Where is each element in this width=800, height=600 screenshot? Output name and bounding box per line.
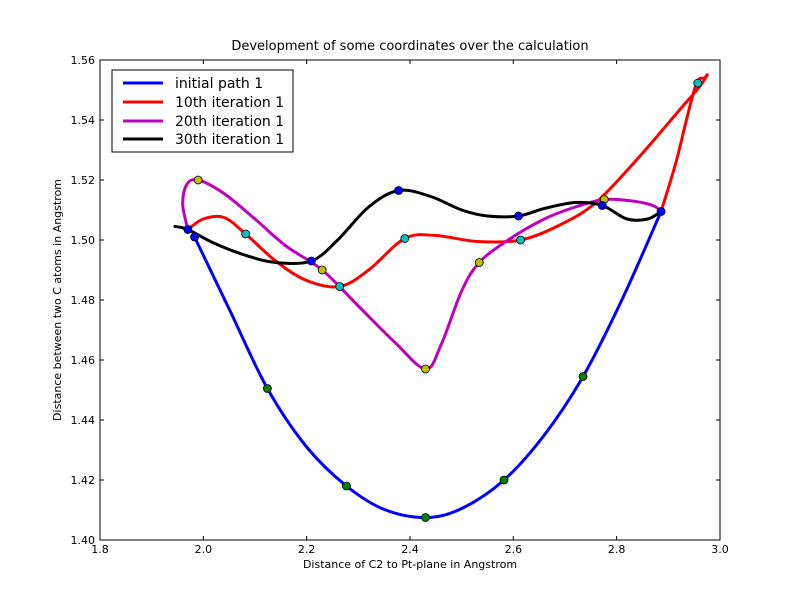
data-point [597, 201, 607, 210]
data-point [306, 256, 316, 266]
x-tick-label: 2.6 [505, 543, 523, 556]
data-point [400, 234, 410, 243]
marker-layer [183, 78, 703, 522]
y-tick-label: 1.40 [71, 534, 96, 547]
data-point [262, 384, 272, 393]
data-point [335, 282, 345, 291]
legend-entry: 10th iteration 1 [123, 95, 284, 111]
tick-layer: 1.8 2.0 2.2 2.4 2.6 2.8 3.0 1.40 1.42 1.44 1.46 1.4… [71, 54, 729, 556]
chart-title: Development of some coordinates over the… [231, 39, 588, 54]
data-point [499, 475, 509, 485]
data-point [190, 232, 199, 242]
data-point [342, 481, 351, 491]
legend-label: initial path 1 [175, 76, 263, 92]
x-axis-label: Distance of C2 to Pt-plane in Angstrom [303, 558, 517, 571]
x-tick-label: 2.2 [298, 543, 316, 556]
data-point [474, 258, 484, 267]
data-point [193, 175, 203, 185]
y-tick-label: 1.52 [71, 174, 96, 187]
legend: initial path 1 10th iteration 1 20th ite… [111, 69, 294, 153]
data-point [421, 364, 430, 374]
legend-label: 30th iteration 1 [175, 132, 284, 148]
legend-label: 20th iteration 1 [175, 114, 284, 130]
x-tick-label: 2.4 [401, 543, 419, 556]
y-tick-label: 1.50 [71, 234, 96, 247]
data-point [183, 225, 193, 234]
legend-entry: initial path 1 [123, 76, 263, 92]
data-point [421, 513, 430, 522]
legend-entry: 20th iteration 1 [123, 114, 284, 130]
x-tick-label: 2.0 [195, 543, 213, 556]
legend-entry: 30th iteration 1 [123, 132, 284, 148]
y-tick-label: 1.54 [71, 114, 96, 127]
data-point [241, 229, 251, 239]
data-point [693, 78, 703, 88]
y-axis-label: Distance between two C atoms in Angstrom [51, 179, 64, 421]
x-tick-label: 3.0 [711, 543, 729, 556]
data-point [317, 265, 327, 275]
x-tick-label: 2.8 [608, 543, 626, 556]
y-tick-label: 1.48 [71, 294, 96, 307]
y-tick-label: 1.44 [71, 414, 96, 427]
data-point [516, 235, 525, 245]
data-point [656, 207, 666, 216]
data-point [514, 211, 523, 221]
y-tick-label: 1.42 [71, 474, 96, 487]
legend-label: 10th iteration 1 [175, 95, 284, 111]
x-tick-label: 1.8 [91, 543, 109, 556]
data-point [578, 372, 588, 381]
data-point [394, 186, 404, 195]
y-tick-label: 1.46 [71, 354, 96, 367]
y-tick-label: 1.56 [71, 54, 96, 67]
